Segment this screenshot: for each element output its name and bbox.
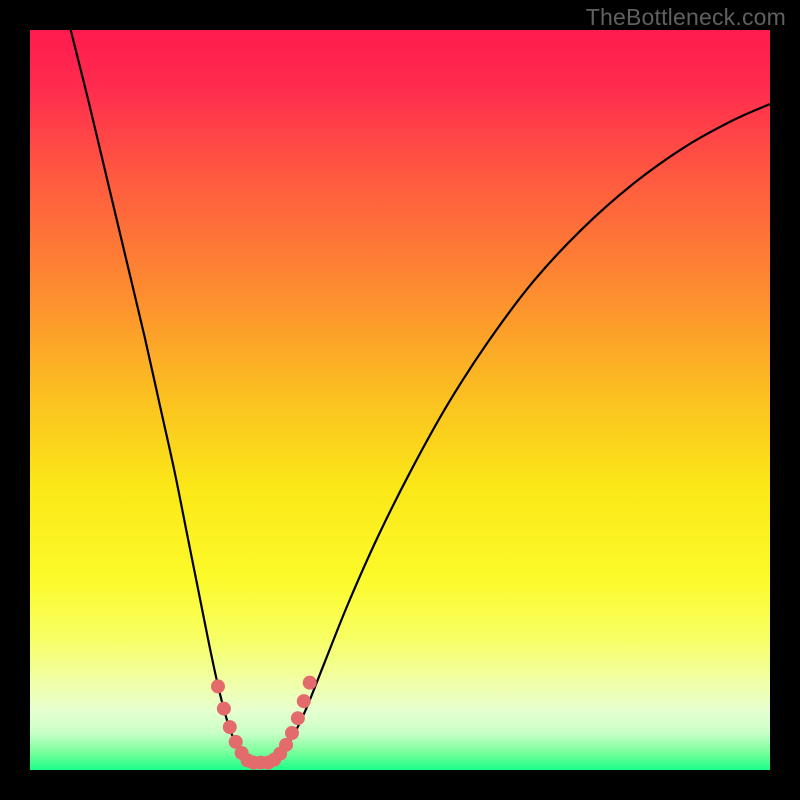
chart-container: TheBottleneck.com — [0, 0, 800, 800]
plot-background — [30, 30, 770, 770]
bottleneck-chart — [0, 0, 800, 800]
watermark-text: TheBottleneck.com — [586, 4, 786, 31]
